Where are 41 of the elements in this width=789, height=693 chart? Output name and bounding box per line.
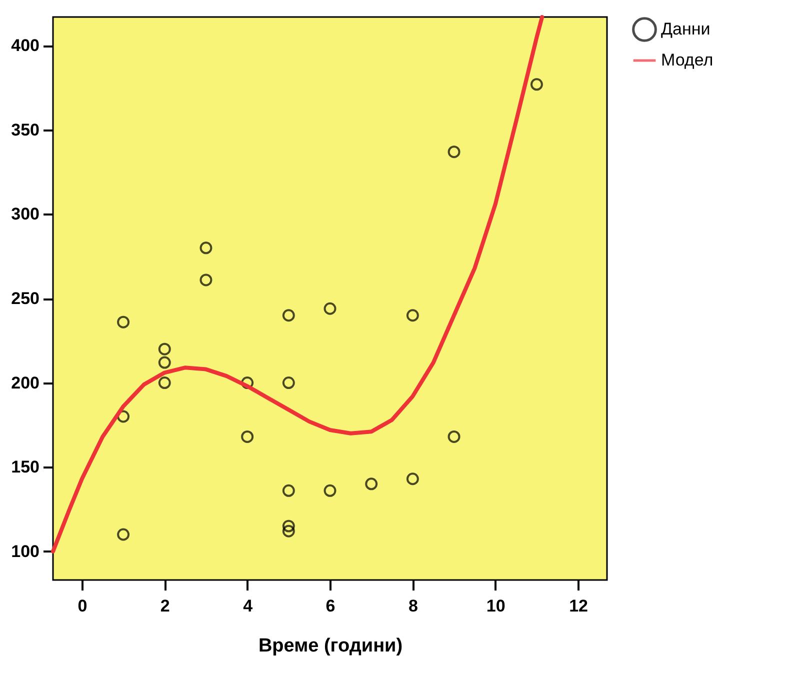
point [530, 78, 543, 91]
line-series [51, 15, 544, 554]
x-axis-title: Време (години) [258, 636, 403, 656]
legend-label: Данни [661, 20, 710, 38]
point [406, 472, 419, 486]
x-tick-label: 6 [326, 596, 336, 616]
point [282, 524, 295, 538]
point [282, 376, 295, 390]
point [117, 316, 130, 328]
legend-label: Модел [661, 50, 714, 70]
point [324, 484, 336, 497]
x-tick-label: 8 [408, 596, 418, 616]
point [158, 342, 171, 356]
point [200, 242, 212, 254]
point [282, 309, 295, 322]
x-tick-label: 10 [486, 596, 506, 616]
y-tick-label: 350 [11, 120, 40, 140]
point [324, 302, 336, 315]
point [117, 528, 130, 541]
x-tick-label: 4 [243, 596, 254, 616]
point [448, 146, 460, 158]
point [365, 478, 378, 490]
y-tick-label: 100 [11, 542, 40, 561]
point [241, 430, 254, 443]
point [241, 376, 254, 390]
point [158, 356, 171, 369]
x-tick-label: 2 [160, 596, 170, 616]
point [158, 376, 171, 390]
point [282, 484, 295, 497]
x-tick-label: 0 [78, 596, 88, 616]
point [200, 274, 212, 286]
y-tick-label: 200 [11, 373, 40, 392]
point [117, 410, 130, 423]
y-tick-label: 300 [11, 204, 40, 224]
y-tick-label: 150 [11, 458, 40, 477]
point [406, 309, 419, 322]
x-tick-label: 12 [569, 596, 588, 616]
point [448, 430, 460, 443]
point [282, 520, 295, 532]
y-tick-label: 400 [11, 36, 40, 56]
y-tick-label: 250 [11, 289, 40, 308]
